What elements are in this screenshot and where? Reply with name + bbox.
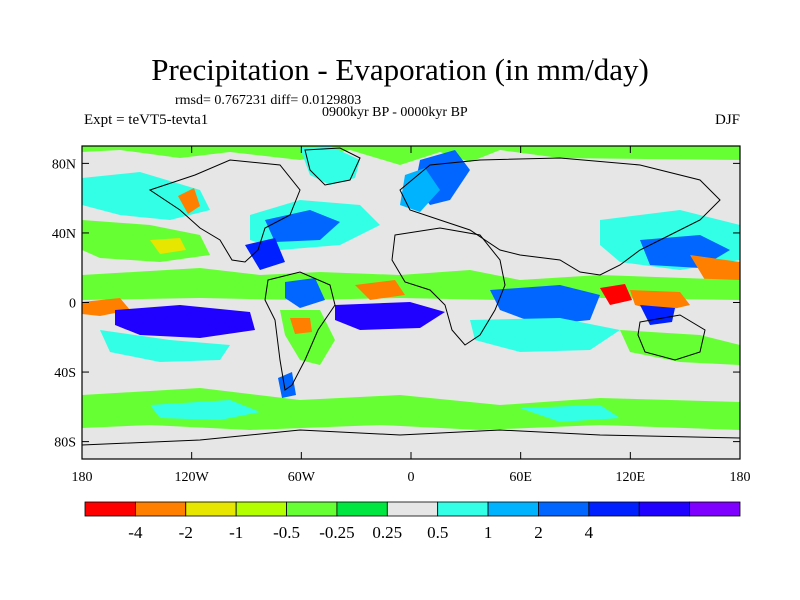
coast-africa xyxy=(391,227,506,346)
colorbar-swatch xyxy=(386,501,439,517)
colorbar-swatch xyxy=(487,501,539,517)
contour-scandinavia-cyan xyxy=(400,168,440,212)
latitude-axis: 80N 40N 0 40S 80S xyxy=(52,157,740,451)
lat-tick-label: 80N xyxy=(52,157,76,172)
coastlines xyxy=(82,147,740,446)
coast-north-america xyxy=(148,159,301,263)
contour-maritime-red xyxy=(600,284,632,305)
colorbar-label: 0.25 xyxy=(372,523,402,542)
contour-arctic-green xyxy=(82,146,740,165)
coast-australia xyxy=(637,314,706,361)
contour-satlantic-blue xyxy=(335,302,445,330)
lat-tick-label: 0 xyxy=(69,297,76,312)
map-title: Precipitation - Evaporation (in mm/day) xyxy=(151,52,649,87)
contour-atlantic-itcz-orange xyxy=(355,280,405,300)
field-contours xyxy=(82,146,740,430)
colorbar-label: -2 xyxy=(179,523,193,542)
colorbar-label: 4 xyxy=(585,523,594,542)
colorbar-swatch xyxy=(437,501,489,517)
colorbar-label: -4 xyxy=(128,523,143,542)
colorbar-label: -0.25 xyxy=(319,523,354,542)
colorbar-swatch xyxy=(84,501,136,517)
colorbar-swatch xyxy=(286,501,338,517)
contour-samerica-orange xyxy=(290,318,312,334)
colorbar-swatch xyxy=(689,501,741,517)
contour-spacific-cyan xyxy=(100,330,230,362)
contour-sindian-cyan xyxy=(470,318,620,352)
lon-tick-label: 120W xyxy=(175,470,210,485)
lon-tick-label: 60W xyxy=(288,470,316,485)
colorbar-label: -0.5 xyxy=(273,523,300,542)
contour-sindian-green xyxy=(620,330,740,365)
contour-io-blue xyxy=(490,285,600,325)
contour-gulf-blue xyxy=(245,238,285,270)
lon-tick-label: 0 xyxy=(408,470,415,485)
colorbar-swatch xyxy=(336,501,388,517)
colorbar-swatch xyxy=(588,501,640,517)
lon-tick-label: 120E xyxy=(616,470,646,485)
longitude-axis: 180 120W 60W 0 60E 120E 180 xyxy=(72,146,751,485)
lon-tick-label: 180 xyxy=(72,470,93,485)
colorbar: -4 -2 -1 -0.5 -0.25 0.25 0.5 1 2 4 xyxy=(84,501,741,542)
coast-antarctica xyxy=(82,429,740,446)
colorbar-swatch xyxy=(638,501,691,517)
lon-tick-label: 60E xyxy=(509,470,532,485)
lat-tick-label: 40N xyxy=(52,227,76,242)
colorbar-swatch xyxy=(185,501,237,517)
contour-npacific-yellow xyxy=(150,238,186,254)
contour-southern-cyan xyxy=(150,400,260,420)
season-label: DJF xyxy=(714,112,740,128)
colorbar-swatch xyxy=(134,501,187,517)
contour-southern-cyan-2 xyxy=(520,405,620,422)
contour-amazon-blue xyxy=(285,278,325,308)
colorbar-label: 0.5 xyxy=(427,523,448,542)
colorbar-label: 2 xyxy=(534,523,543,542)
coast-eurasia xyxy=(399,157,721,276)
colorbar-label: -1 xyxy=(229,523,243,542)
contour-npacific-green xyxy=(82,220,210,262)
coast-greenland xyxy=(304,147,361,186)
colorbar-swatch xyxy=(538,501,590,517)
coast-south-america xyxy=(264,271,336,391)
contour-spacific-blue xyxy=(115,305,255,338)
contour-nepacific-orange xyxy=(690,255,740,285)
contour-patagonia-blue xyxy=(278,372,296,398)
lat-tick-label: 80S xyxy=(54,436,76,451)
period-label: 0900kyr BP - 0000kyr BP xyxy=(322,105,468,120)
stats-text: rmsd= 0.767231 diff= 0.0129803 xyxy=(175,93,362,108)
lon-tick-label: 180 xyxy=(730,470,751,485)
colorbar-label: 1 xyxy=(484,523,493,542)
experiment-label: Expt = teVT5-tevta1 xyxy=(84,112,209,128)
colorbar-swatch xyxy=(235,501,287,517)
contour-npacific-cyan xyxy=(82,172,210,220)
contour-alaska-orange xyxy=(178,188,200,214)
lat-tick-label: 40S xyxy=(54,366,76,381)
